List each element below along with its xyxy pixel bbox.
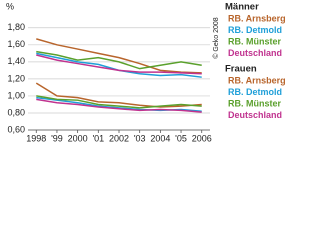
chart: % © Geko 2008 0,60 0,80 1,00 1,20 1,40 1,60 1,… xyxy=(6,1,286,143)
x-tick-label: 1998 xyxy=(26,133,46,143)
y-tick-label: 0,80 xyxy=(7,107,25,117)
y-tick-label: 1,00 xyxy=(7,90,25,100)
y-tick-label: 1,60 xyxy=(7,39,25,49)
line xyxy=(36,54,202,75)
legend-label: RB. Arnsberg xyxy=(228,75,286,85)
line xyxy=(36,38,202,74)
y-tick-label: 1,20 xyxy=(7,73,25,83)
line xyxy=(36,50,202,70)
x-tick-label: '05 xyxy=(175,133,187,143)
x-tick-label: 2004 xyxy=(150,133,170,143)
x-tick-label: 2000 xyxy=(68,133,88,143)
x-tick-label: 2006 xyxy=(192,133,212,143)
line xyxy=(36,95,202,109)
legend-label: RB. Detmold xyxy=(228,25,282,35)
y-tick-label: 1,80 xyxy=(7,22,25,32)
credit: © Geko 2008 xyxy=(212,17,220,58)
y-tick-label: 0,60 xyxy=(7,124,25,134)
line xyxy=(35,82,202,108)
x-tick-label: 2002 xyxy=(109,133,129,143)
y-tick-label: 1,40 xyxy=(7,56,25,66)
x-tick-label: '99 xyxy=(51,133,63,143)
x-tick-label: '03 xyxy=(134,133,146,143)
y-axis-label: % xyxy=(6,1,14,11)
legend-label: RB. Münster xyxy=(228,36,282,46)
legend-group-title: Männer xyxy=(225,2,259,13)
legend-label: RB. Arnsberg xyxy=(228,13,286,23)
legend-label: RB. Detmold xyxy=(228,87,282,97)
legend-label: Deutschland xyxy=(228,110,282,120)
legend-label: Deutschland xyxy=(228,48,282,58)
line xyxy=(36,98,202,113)
legend-label: RB. Münster xyxy=(228,98,282,108)
x-tick-label: '01 xyxy=(92,133,104,143)
legend-group-title: Frauen xyxy=(225,64,257,75)
